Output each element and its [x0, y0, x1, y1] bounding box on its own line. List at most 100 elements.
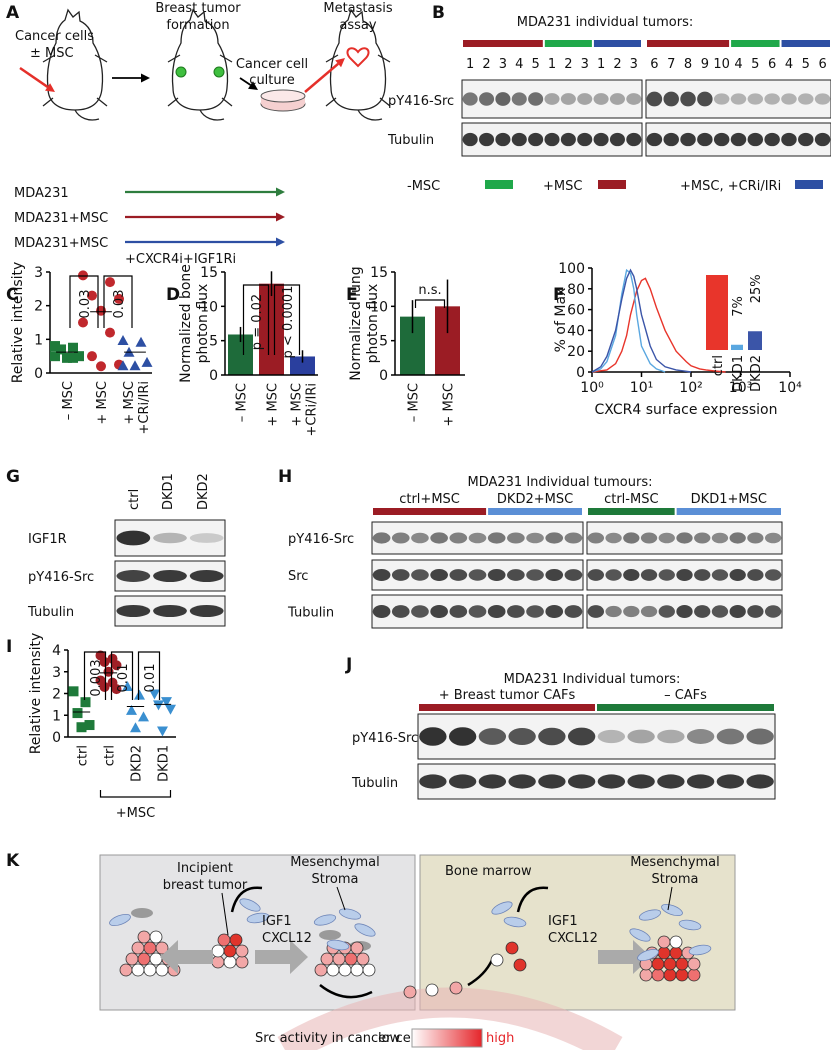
point	[157, 726, 168, 737]
flow-arrow-head	[248, 81, 258, 90]
band	[593, 93, 609, 105]
label: MDA231 Individual tumours:	[468, 475, 653, 490]
point	[78, 270, 88, 281]
band	[487, 604, 506, 619]
band	[814, 132, 831, 147]
band	[448, 774, 477, 789]
cancer-cell	[125, 952, 139, 966]
lane-label: 8	[684, 57, 692, 72]
band	[564, 605, 583, 618]
panel-letter: G	[6, 467, 20, 487]
cancer-cell	[217, 933, 231, 947]
band	[640, 532, 658, 544]
legend-label: high	[486, 1031, 514, 1046]
band	[626, 93, 642, 105]
band	[567, 774, 596, 789]
x-tick-label: – MSC	[407, 383, 422, 422]
band	[538, 774, 566, 789]
point	[68, 352, 78, 363]
band	[528, 92, 544, 106]
flow-arrow-head	[141, 73, 150, 83]
band	[605, 605, 622, 618]
cancer-cell	[513, 958, 527, 972]
panel-letter: E	[346, 285, 358, 305]
y-axis-label: Normalized bone	[178, 264, 194, 383]
y-tick-label: 60	[567, 303, 585, 319]
tumor	[213, 66, 225, 78]
band	[680, 132, 696, 147]
band	[694, 532, 711, 544]
point	[141, 356, 153, 367]
band	[781, 132, 797, 147]
x-tick-label: ctrl	[103, 745, 118, 766]
group-bar	[373, 508, 487, 515]
label: Mesenchymal	[630, 855, 720, 870]
band	[657, 729, 685, 744]
group-arrow-head	[276, 187, 285, 197]
cancer-cell	[143, 941, 157, 955]
band	[372, 532, 391, 544]
band	[593, 132, 609, 147]
x-tick-label: 10²	[679, 380, 702, 396]
tumor	[175, 66, 187, 78]
label: assay	[339, 18, 376, 33]
band	[372, 604, 391, 619]
band	[623, 569, 640, 581]
y-tick-label: 10	[200, 299, 218, 315]
band	[694, 569, 711, 581]
band	[189, 604, 224, 618]
band	[713, 93, 730, 105]
point	[134, 689, 145, 700]
stroma-cell	[637, 948, 659, 962]
group-arrow-head	[276, 237, 285, 247]
band	[814, 93, 831, 105]
cancer-cell	[490, 953, 504, 967]
point	[111, 660, 122, 671]
x-tick-label: +CRi/IRi	[137, 381, 152, 434]
label: MDA231+MSC	[14, 211, 108, 226]
band	[479, 132, 495, 147]
cancer-cell	[143, 963, 157, 977]
row-label: Tubulin	[387, 133, 434, 148]
cancer-cell	[320, 952, 334, 966]
band	[747, 532, 764, 544]
x-tick-label: + MSC	[266, 383, 281, 427]
y-tick-label: 20	[567, 344, 585, 360]
band	[487, 532, 506, 544]
band	[545, 532, 564, 544]
label: CXCL12	[262, 931, 312, 946]
lane-label: 1	[548, 57, 556, 72]
bracket	[414, 299, 446, 308]
x-tick-label: +CRi/IRi	[305, 383, 320, 436]
bar	[290, 356, 315, 375]
label: MDA231 individual tumors:	[517, 15, 694, 30]
point	[78, 317, 88, 328]
mouse	[42, 9, 108, 121]
band	[747, 569, 764, 581]
series-line	[591, 268, 692, 373]
cancer-cell	[332, 952, 346, 966]
row-label: pY416-Src	[352, 731, 418, 746]
band	[430, 532, 448, 544]
point	[105, 277, 115, 288]
point	[72, 708, 83, 719]
pointer	[221, 892, 229, 936]
x-axis-label: CXCR4 surface expression	[595, 402, 778, 418]
label: breast tumor	[163, 878, 248, 893]
cancer-cell	[211, 944, 225, 958]
label: MDA231+MSC	[14, 236, 108, 251]
label: Metastasis	[323, 1, 392, 16]
band	[711, 569, 729, 581]
band	[495, 92, 511, 106]
band	[189, 569, 224, 583]
cancer-cell	[223, 944, 237, 958]
y-axis-label: Relative intensity	[28, 633, 44, 755]
cancer-cell	[235, 944, 249, 958]
band	[153, 604, 187, 618]
cancer-cell	[229, 933, 243, 947]
grey-arrow	[160, 940, 213, 974]
lane-label: 6	[650, 57, 658, 72]
stroma-cell	[678, 919, 702, 931]
legend-swatch	[795, 180, 823, 189]
